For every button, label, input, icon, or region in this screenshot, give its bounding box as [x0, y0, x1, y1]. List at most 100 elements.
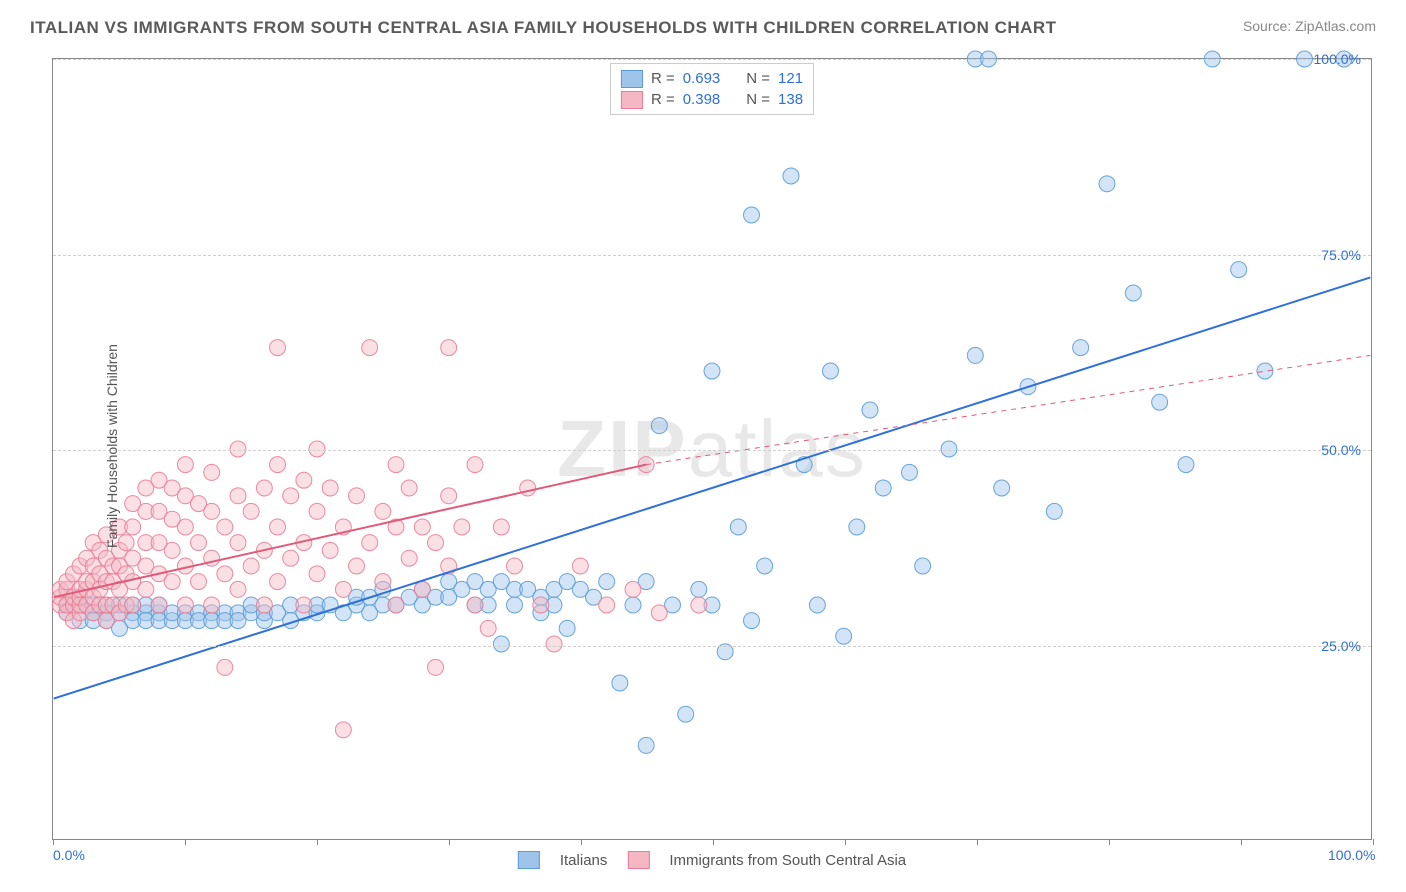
scatter-point — [335, 722, 351, 738]
scatter-point — [493, 519, 509, 535]
x-tick — [449, 839, 450, 845]
scatter-point — [256, 597, 272, 613]
chart-title: ITALIAN VS IMMIGRANTS FROM SOUTH CENTRAL… — [30, 18, 1057, 38]
x-tick — [1241, 839, 1242, 845]
scatter-point — [230, 535, 246, 551]
scatter-point — [730, 519, 746, 535]
scatter-point — [309, 441, 325, 457]
scatter-point — [612, 675, 628, 691]
scatter-point — [651, 605, 667, 621]
scatter-point — [217, 566, 233, 582]
scatter-point — [441, 340, 457, 356]
x-tick-label: 100.0% — [1328, 847, 1375, 863]
scatter-point — [309, 566, 325, 582]
scatter-point — [296, 597, 312, 613]
n-label-2: N = — [746, 89, 770, 110]
scatter-point — [823, 363, 839, 379]
scatter-point — [691, 597, 707, 613]
gridline-h — [53, 450, 1371, 451]
scatter-point — [638, 737, 654, 753]
x-tick — [581, 839, 582, 845]
x-tick — [713, 839, 714, 845]
scatter-point — [270, 457, 286, 473]
scatter-point — [1231, 262, 1247, 278]
scatter-point — [375, 574, 391, 590]
regression-line-immigrants-dash — [646, 355, 1370, 464]
scatter-point — [270, 574, 286, 590]
scatter-point — [599, 574, 615, 590]
y-tick-label: 50.0% — [1321, 442, 1361, 458]
plot-svg — [53, 59, 1371, 839]
scatter-point — [204, 597, 220, 613]
n-value-italians: 121 — [778, 68, 803, 89]
scatter-point — [480, 620, 496, 636]
scatter-point — [309, 503, 325, 519]
n-value-immigrants: 138 — [778, 89, 803, 110]
scatter-point — [757, 558, 773, 574]
legend-label-immigrants: Immigrants from South Central Asia — [669, 852, 906, 869]
scatter-point — [862, 402, 878, 418]
scatter-point — [125, 597, 141, 613]
scatter-point — [243, 503, 259, 519]
legend-row-italians: R = 0.693 N = 121 — [621, 68, 803, 89]
y-axis-label: Family Households with Children — [104, 344, 120, 548]
scatter-point — [243, 558, 259, 574]
x-tick — [53, 839, 54, 845]
scatter-point — [125, 519, 141, 535]
swatch-immigrants — [621, 91, 643, 109]
scatter-point — [1178, 457, 1194, 473]
legend-top: R = 0.693 N = 121 R = 0.398 N = 138 — [610, 63, 814, 115]
scatter-point — [599, 597, 615, 613]
scatter-point — [283, 488, 299, 504]
scatter-point — [230, 581, 246, 597]
r-value-immigrants: 0.398 — [683, 89, 721, 110]
scatter-point — [1125, 285, 1141, 301]
plot-area: ZIPatlas R = 0.693 N = 121 R = 0.398 N =… — [52, 58, 1372, 840]
scatter-point — [651, 418, 667, 434]
scatter-point — [230, 488, 246, 504]
scatter-point — [625, 581, 641, 597]
scatter-point — [283, 550, 299, 566]
scatter-point — [256, 480, 272, 496]
scatter-point — [520, 480, 536, 496]
scatter-point — [362, 535, 378, 551]
scatter-point — [507, 597, 523, 613]
scatter-point — [270, 340, 286, 356]
scatter-point — [967, 347, 983, 363]
scatter-point — [204, 464, 220, 480]
scatter-point — [1099, 176, 1115, 192]
regression-line-italians — [54, 277, 1371, 698]
scatter-point — [177, 457, 193, 473]
scatter-point — [177, 519, 193, 535]
scatter-point — [362, 340, 378, 356]
y-tick-label: 75.0% — [1321, 247, 1361, 263]
scatter-point — [559, 620, 575, 636]
x-tick — [977, 839, 978, 845]
scatter-point — [401, 480, 417, 496]
scatter-point — [388, 457, 404, 473]
scatter-point — [849, 519, 865, 535]
r-value-italians: 0.693 — [683, 68, 721, 89]
scatter-point — [467, 597, 483, 613]
scatter-point — [204, 503, 220, 519]
n-label: N = — [746, 68, 770, 89]
scatter-point — [915, 558, 931, 574]
x-tick — [1109, 839, 1110, 845]
scatter-point — [217, 519, 233, 535]
scatter-point — [875, 480, 891, 496]
scatter-point — [467, 457, 483, 473]
scatter-point — [1257, 363, 1273, 379]
legend-label-italians: Italians — [560, 852, 608, 869]
scatter-point — [349, 558, 365, 574]
scatter-point — [994, 480, 1010, 496]
swatch-italians-bottom — [518, 851, 540, 869]
chart-container: ITALIAN VS IMMIGRANTS FROM SOUTH CENTRAL… — [0, 0, 1406, 892]
scatter-point — [441, 488, 457, 504]
scatter-point — [1152, 394, 1168, 410]
scatter-point — [388, 597, 404, 613]
swatch-italians — [621, 70, 643, 88]
y-tick-label: 25.0% — [1321, 638, 1361, 654]
scatter-point — [138, 581, 154, 597]
scatter-point — [572, 558, 588, 574]
scatter-point — [414, 581, 430, 597]
